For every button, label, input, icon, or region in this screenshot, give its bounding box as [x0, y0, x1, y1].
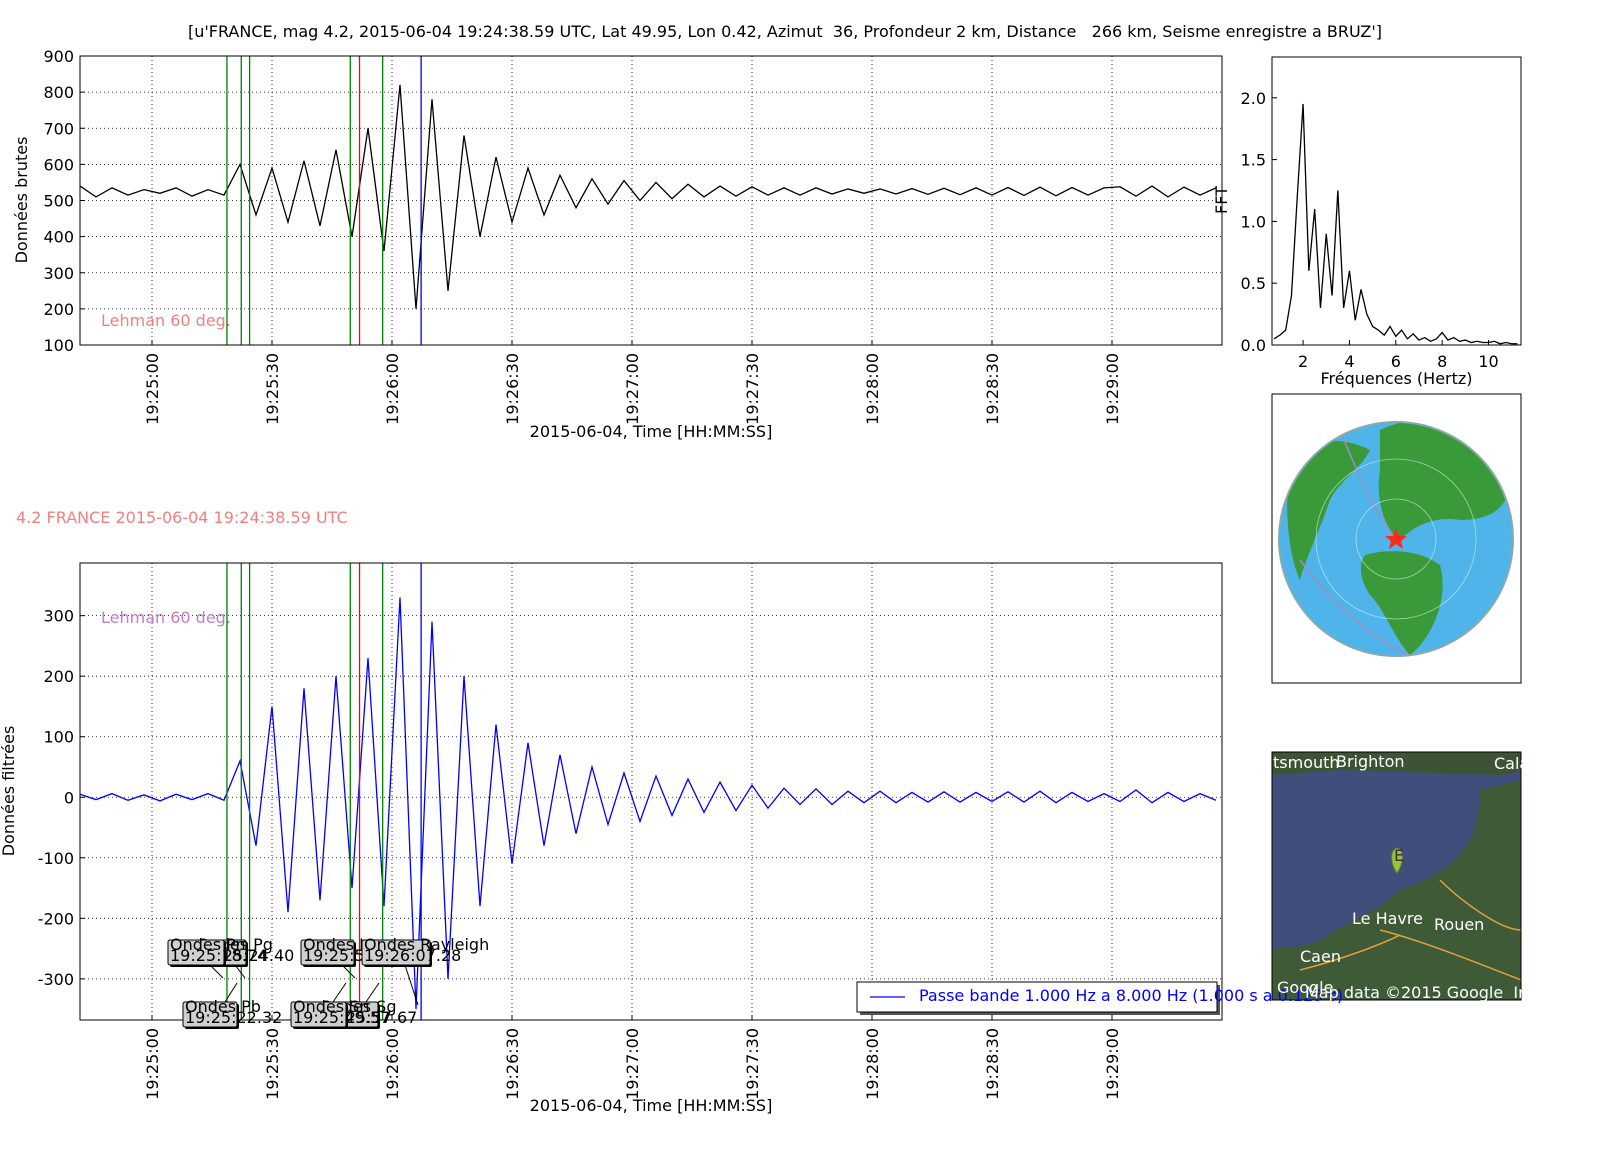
phase-arrow — [224, 982, 238, 1003]
phase-box — [182, 1001, 238, 1028]
x-tick-label: 4 — [1344, 352, 1354, 371]
x-axis-label: 2015-06-04, Time [HH:MM:SS] — [530, 1096, 773, 1115]
phase-name: Ondes Sn — [293, 997, 369, 1016]
map-label: Rouen — [1434, 915, 1484, 934]
map-label: Caen — [1300, 947, 1341, 966]
y-tick-label: 200 — [43, 300, 74, 319]
y-tick-label: 500 — [43, 192, 74, 211]
x-axis-label: Fréquences (Hertz) — [1320, 369, 1472, 388]
annotation: Lehman 60 deg. — [101, 311, 231, 330]
y-tick-label: 0.5 — [1241, 274, 1266, 293]
y-tick-label: 300 — [43, 264, 74, 283]
y-tick-label: 700 — [43, 119, 74, 138]
x-axis-label: 2015-06-04, Time [HH:MM:SS] — [530, 422, 773, 441]
y-tick-label: 2.0 — [1241, 89, 1266, 108]
phase-arrow — [209, 964, 224, 979]
phase-name: Ondes Rayleigh — [364, 935, 489, 954]
y-tick-label: -300 — [38, 970, 74, 989]
x-tick-label: 8 — [1437, 352, 1447, 371]
x-tick-label: 19:27:30 — [743, 353, 762, 425]
x-tick-label: 19:25:30 — [263, 1028, 282, 1100]
phase-box — [167, 939, 225, 966]
x-tick-label: 2 — [1298, 352, 1308, 371]
phase-box — [300, 939, 355, 966]
phase-arrow — [404, 964, 419, 1006]
y-tick-label: 900 — [43, 47, 74, 66]
phase-box — [361, 939, 431, 966]
map-label: E — [1394, 846, 1404, 865]
annotation: Lehman 60 deg. — [101, 608, 231, 627]
y-tick-label: 0.0 — [1241, 336, 1266, 355]
y-tick-label: -100 — [38, 849, 74, 868]
y-tick-label: 100 — [43, 336, 74, 355]
phase-arrow — [365, 982, 380, 1003]
phase-time: 19:25:22.32 — [185, 1008, 282, 1027]
x-tick-label: 10 — [1478, 352, 1498, 371]
plot-frame — [79, 562, 1223, 1021]
phase-time: 19:26:07.28 — [364, 946, 461, 965]
y-axis-label: Données brutes — [12, 137, 31, 264]
phase-time: 19:25:49.57 — [293, 1008, 390, 1027]
x-tick-label: 19:28:30 — [983, 1028, 1002, 1100]
y-tick-label: 400 — [43, 228, 74, 247]
x-tick-label: 19:26:00 — [383, 1028, 402, 1100]
x-tick-label: 19:25:30 — [263, 353, 282, 425]
map-label: Map data ©2015 Google Imagery ©2015 Terr… — [1305, 983, 1600, 1002]
trace-line — [80, 84, 1217, 309]
x-tick-label: 19:28:30 — [983, 353, 1002, 425]
y-axis-label: FFT — [1212, 186, 1231, 214]
y-axis-label: Données filtrées — [0, 726, 18, 857]
y-tick-label: 300 — [43, 607, 74, 626]
x-tick-label: 6 — [1391, 352, 1401, 371]
trace-line — [80, 597, 1217, 1010]
phase-arrow — [341, 964, 356, 979]
y-tick-label: 1.5 — [1241, 151, 1266, 170]
x-tick-label: 19:27:00 — [623, 1028, 642, 1100]
trace-line — [1273, 103, 1518, 345]
phase-name: Ondes Pn — [170, 935, 246, 954]
x-tick-label: 19:29:00 — [1103, 353, 1122, 425]
phase-name: Ondes Pb — [185, 997, 261, 1016]
legend-box — [856, 981, 1218, 1013]
y-tick-label: 100 — [43, 728, 74, 747]
x-tick-label: 19:25:00 — [143, 353, 162, 425]
x-tick-label: 19:26:00 — [383, 353, 402, 425]
y-tick-label: -200 — [38, 909, 74, 928]
x-tick-label: 19:29:00 — [1103, 1028, 1122, 1100]
x-tick-label: 19:28:00 — [863, 1028, 882, 1100]
chart-title: [u'FRANCE, mag 4.2, 2015-06-04 19:24:38.… — [188, 22, 1382, 41]
x-tick-label: 19:25:00 — [143, 1028, 162, 1100]
big-title: 4.2 FRANCE 2015-06-04 19:24:38.59 UTC — [16, 508, 348, 527]
map-label: Google — [1277, 978, 1333, 997]
x-tick-label: 19:28:00 — [863, 353, 882, 425]
x-tick-label: 19:27:30 — [743, 1028, 762, 1100]
plot-frame — [79, 55, 1223, 346]
y-tick-label: 800 — [43, 83, 74, 102]
map-label: Brighton — [1336, 752, 1405, 771]
y-tick-label: 0 — [64, 788, 74, 807]
y-tick-label: 200 — [43, 667, 74, 686]
phase-time: 19:25:18.74 — [170, 946, 267, 965]
x-tick-label: 19:26:30 — [503, 353, 522, 425]
plot-area — [80, 56, 1222, 345]
phase-arrow — [332, 982, 347, 1003]
legend-label: Passe bande 1.000 Hz a 8.000 Hz (1.000 s… — [919, 986, 1343, 1005]
phase-box — [290, 1001, 347, 1028]
map-image — [1271, 751, 1522, 1001]
plot-area — [1272, 57, 1521, 345]
plot-frame — [1271, 56, 1522, 346]
map-label: Le Havre — [1352, 909, 1423, 928]
y-tick-label: 1.0 — [1241, 212, 1266, 231]
map-label: Calais — [1494, 754, 1542, 773]
phase-arrow — [234, 964, 246, 979]
y-tick-label: 600 — [43, 155, 74, 174]
globe-image — [1271, 393, 1522, 684]
x-tick-label: 19:26:30 — [503, 1028, 522, 1100]
map-label: tsmouth — [1273, 753, 1340, 772]
x-tick-label: 19:27:00 — [623, 353, 642, 425]
